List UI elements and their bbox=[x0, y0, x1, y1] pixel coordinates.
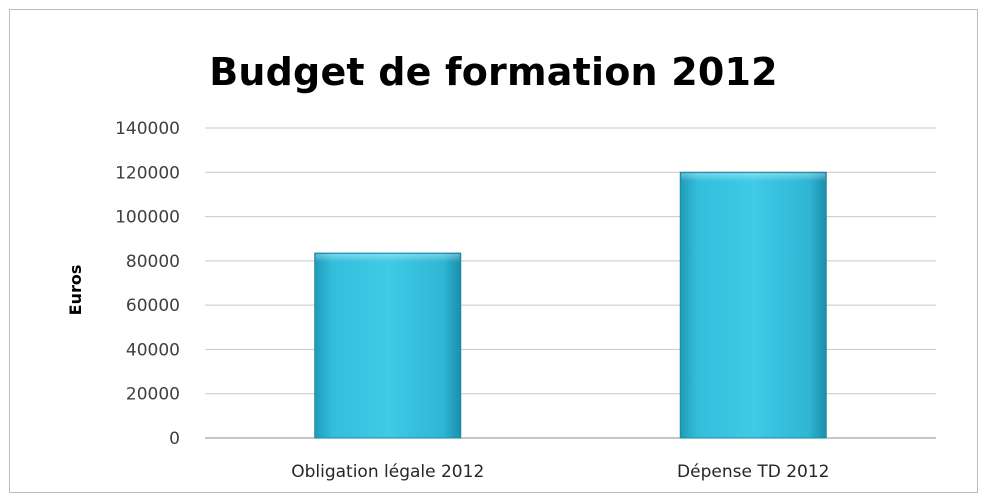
y-tick-label: 140000 bbox=[115, 119, 180, 139]
y-tick-label: 100000 bbox=[115, 208, 180, 228]
bar bbox=[679, 171, 827, 439]
bar-highlight bbox=[315, 254, 460, 263]
x-axis-labels: Obligation légale 2012 Dépense TD 2012 bbox=[291, 462, 829, 482]
y-tick-label: 0 bbox=[169, 429, 180, 449]
y-tick-label: 120000 bbox=[115, 163, 180, 183]
chart-title: Budget de formation 2012 bbox=[209, 50, 778, 94]
y-tick-label: 20000 bbox=[126, 385, 180, 405]
y-tick-label: 60000 bbox=[126, 296, 180, 316]
bar-highlight bbox=[681, 173, 826, 182]
y-tick-label: 80000 bbox=[126, 252, 180, 272]
x-category-label: Dépense TD 2012 bbox=[677, 462, 829, 482]
bar bbox=[314, 252, 462, 439]
y-tick-label: 40000 bbox=[126, 340, 180, 360]
bars bbox=[314, 171, 827, 439]
y-axis-ticks: 0 20000 40000 60000 80000 100000 120000 140000 bbox=[115, 119, 180, 449]
x-category-label: Obligation légale 2012 bbox=[291, 462, 484, 482]
y-axis-label: Euros bbox=[66, 265, 85, 316]
